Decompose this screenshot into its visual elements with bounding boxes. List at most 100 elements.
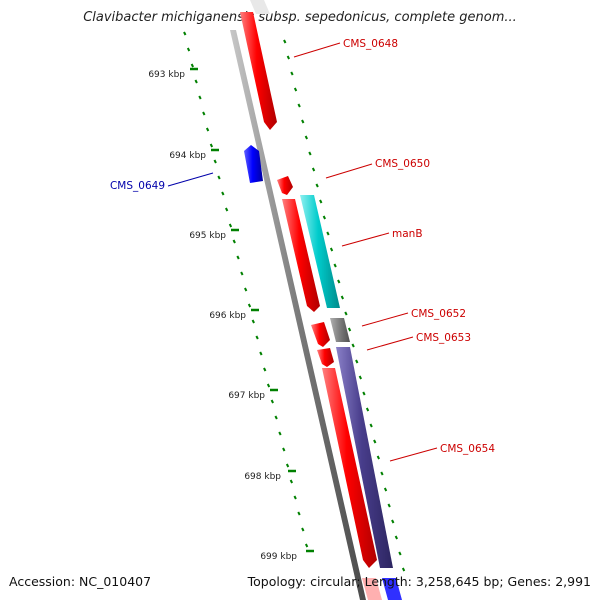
tick-dot bbox=[266, 383, 271, 388]
tick-label-696: 696 kbp bbox=[209, 311, 246, 321]
tick-dot-inner bbox=[301, 119, 305, 124]
tick-dot bbox=[251, 319, 255, 324]
tick-dot bbox=[217, 175, 221, 180]
tick-dot-inner bbox=[319, 199, 323, 204]
tick-layer: 693 kbp 694 kbp 695 kbp 696 kbp 697 kbp … bbox=[148, 67, 314, 562]
gene-CMS_0650[interactable] bbox=[277, 176, 293, 195]
tick-dot bbox=[232, 239, 236, 244]
tick-track bbox=[183, 31, 406, 572]
tick-dot bbox=[278, 431, 282, 436]
feature-fragment-top bbox=[250, 0, 270, 14]
tick-dot-inner bbox=[347, 327, 352, 332]
tick-label-695: 695 kbp bbox=[189, 231, 226, 241]
tick-dot bbox=[213, 159, 217, 164]
tick-label-694: 694 kbp bbox=[169, 151, 206, 161]
tick-dot-inner bbox=[322, 215, 326, 220]
gene-CMS_0652[interactable] bbox=[330, 318, 350, 342]
tick-dot bbox=[205, 127, 210, 132]
tick-dot-inner bbox=[286, 55, 290, 60]
tick-dot bbox=[282, 447, 286, 452]
tick-dot-inner bbox=[394, 535, 398, 540]
tick-dot bbox=[263, 367, 267, 372]
tick-dot bbox=[301, 527, 305, 532]
tick-dot-inner bbox=[315, 183, 319, 188]
tick-dot bbox=[289, 479, 294, 484]
tick-dot-inner bbox=[362, 391, 366, 396]
tick-694: 694 kbp bbox=[169, 148, 219, 161]
tick-dot bbox=[259, 351, 263, 356]
tick-dot bbox=[202, 111, 206, 116]
tick-dot-inner bbox=[326, 231, 330, 236]
tick-dot bbox=[221, 191, 225, 196]
tick-dot-inner bbox=[383, 487, 388, 492]
tick-label-697: 697 kbp bbox=[228, 391, 265, 401]
tick-dot-inner bbox=[373, 439, 377, 444]
tick-dot-inner bbox=[337, 279, 341, 284]
tick-dot-inner bbox=[401, 567, 406, 572]
gene-CMS_0649[interactable] bbox=[244, 145, 263, 183]
tick-dot bbox=[194, 79, 198, 84]
gene-label-CMS_0653[interactable]: CMS_0653 bbox=[416, 332, 471, 344]
gene-label-CMS_0654[interactable]: CMS_0654 bbox=[440, 443, 495, 455]
gene-CMS_0653[interactable] bbox=[311, 322, 330, 347]
tick-label-699: 699 kbp bbox=[260, 552, 297, 562]
tick-dot bbox=[186, 47, 191, 52]
map-title: Clavibacter michiganensis subsp. sepedon… bbox=[83, 10, 517, 25]
feature-fragment-bottom-right bbox=[382, 578, 402, 600]
tick-dot-inner bbox=[340, 295, 344, 300]
tick-dot bbox=[285, 463, 290, 468]
leader-lines bbox=[167, 42, 438, 462]
gene-label-manB[interactable]: manB bbox=[392, 228, 423, 240]
tick-dot bbox=[255, 335, 259, 340]
feature-fragment-bottom bbox=[362, 578, 382, 600]
genome-backbone bbox=[230, 30, 366, 600]
gene-CMS_0648[interactable] bbox=[240, 12, 277, 130]
gene-layer bbox=[240, 12, 393, 568]
tick-dot-inner bbox=[283, 39, 287, 44]
tick-dot-inner bbox=[290, 71, 294, 76]
tick-dot-inner bbox=[391, 519, 395, 524]
tick-dot bbox=[224, 207, 229, 212]
gene-label-CMS_0650[interactable]: CMS_0650 bbox=[375, 158, 430, 170]
gene-CMS_0654-red[interactable] bbox=[322, 368, 377, 568]
gene-CMS_0654[interactable] bbox=[336, 347, 393, 568]
gene-label-CMS_0648[interactable]: CMS_0648 bbox=[343, 38, 398, 50]
tick-dot bbox=[304, 543, 309, 548]
tick-dot bbox=[236, 255, 240, 260]
tick-dot bbox=[209, 143, 214, 148]
gene-labels: CMS_0648 CMS_0649 CMS_0650 manB CMS_0652… bbox=[110, 38, 495, 455]
tick-dot bbox=[198, 95, 202, 100]
tick-dot-inner bbox=[369, 423, 373, 428]
tick-698: 698 kbp bbox=[244, 469, 296, 482]
gene-CMS_0653b[interactable] bbox=[317, 348, 334, 367]
tick-dot-inner bbox=[333, 263, 337, 268]
gene-manB[interactable] bbox=[300, 195, 340, 308]
tick-label-693: 693 kbp bbox=[148, 70, 185, 80]
gene-label-CMS_0649[interactable]: CMS_0649 bbox=[110, 180, 165, 192]
tick-dot bbox=[297, 511, 301, 516]
accession-text: Accession: NC_010407 bbox=[9, 574, 152, 589]
genome-summary-text: Topology: circular; Length: 3,258,645 bp… bbox=[247, 574, 591, 589]
tick-693: 693 kbp bbox=[148, 67, 198, 80]
tick-697: 697 kbp bbox=[228, 388, 278, 401]
tick-dot-inner bbox=[387, 503, 391, 508]
tick-dot-inner bbox=[398, 551, 402, 556]
tick-dot-inner bbox=[297, 103, 301, 108]
tick-dot-inner bbox=[344, 311, 348, 316]
gene-CMS_0650b[interactable] bbox=[282, 199, 320, 312]
tick-dot-inner bbox=[329, 247, 334, 252]
tick-dot-inner bbox=[365, 407, 370, 412]
tick-dot-inner bbox=[380, 471, 384, 476]
tick-dot bbox=[274, 415, 278, 420]
tick-dot-inner bbox=[311, 167, 316, 172]
tick-dot bbox=[270, 399, 274, 404]
tick-dot-inner bbox=[376, 455, 380, 460]
gene-label-CMS_0652[interactable]: CMS_0652 bbox=[411, 308, 466, 320]
tick-dot-inner bbox=[355, 359, 359, 364]
tick-dot bbox=[240, 271, 244, 276]
tick-dot bbox=[244, 287, 248, 292]
tick-696: 696 kbp bbox=[209, 308, 259, 321]
tick-dot-inner bbox=[293, 87, 298, 92]
